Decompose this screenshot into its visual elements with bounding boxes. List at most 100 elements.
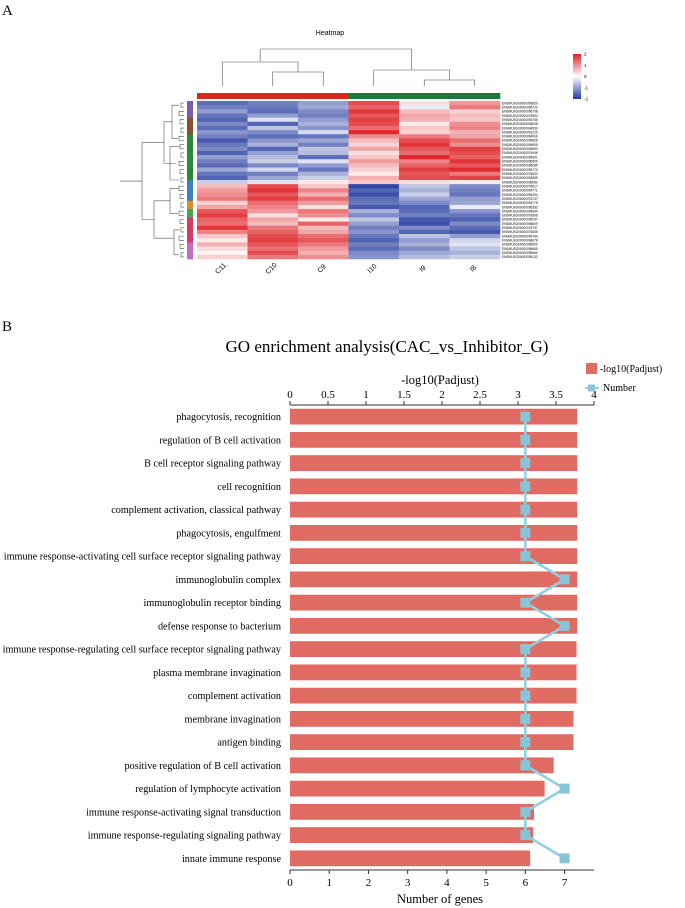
heatmap-cell bbox=[197, 250, 248, 256]
heatmap-cell bbox=[197, 171, 248, 177]
gene-label: ENSMUSG00000094006 bbox=[502, 135, 538, 139]
gene-label: ENSMUSG00000076617 bbox=[502, 184, 538, 188]
heatmap-cell bbox=[449, 175, 501, 181]
heatmap-cell bbox=[449, 105, 501, 110]
heatmap-cell bbox=[348, 200, 400, 206]
gene-label: ENSMUSG00000076666 bbox=[502, 214, 538, 218]
row-dendrogram bbox=[173, 229, 180, 256]
bar bbox=[290, 780, 545, 797]
top-axis-tick-label: 3.5 bbox=[549, 389, 563, 401]
gene-label: ENSMUSG00000096685 bbox=[502, 247, 538, 251]
category-label: immune response-regulating signaling pat… bbox=[88, 831, 282, 842]
number-marker bbox=[559, 574, 570, 585]
row-group-bar bbox=[187, 200, 193, 206]
category-label: regulation of lymphocyte activation bbox=[135, 784, 281, 795]
heatmap-cell bbox=[399, 138, 450, 143]
number-marker bbox=[520, 690, 531, 701]
column-group-bar bbox=[298, 93, 349, 99]
heatmap-cell bbox=[197, 184, 248, 189]
category-label: regulation of B cell activation bbox=[159, 435, 281, 446]
heatmap-cell bbox=[298, 150, 349, 156]
gene-label: ENSMUSG00000096609 bbox=[502, 222, 538, 226]
row-group-bar bbox=[187, 138, 193, 143]
heatmap-cell bbox=[449, 159, 501, 164]
row-group-bar bbox=[187, 242, 193, 247]
gene-label: ENSMUSG00000076655 bbox=[502, 230, 538, 234]
row-group-bar bbox=[187, 109, 193, 114]
heatmap-cell bbox=[197, 130, 248, 135]
top-axis-tick-label: 1 bbox=[363, 389, 369, 401]
heatmap-cell bbox=[348, 130, 400, 135]
gene-label: ENSMUSG00000095770 bbox=[502, 168, 538, 172]
heatmap-cell bbox=[298, 200, 349, 206]
heatmap-cell bbox=[197, 146, 248, 152]
gene-label: ENSMUSG00000096678 bbox=[502, 239, 538, 243]
heatmap-cell bbox=[247, 138, 299, 143]
gene-label: ENSMUSG00000095660 bbox=[502, 251, 538, 255]
bar bbox=[290, 641, 577, 658]
heatmap-cell bbox=[348, 146, 400, 152]
row-group-bar bbox=[187, 117, 193, 123]
heatmap-cell bbox=[197, 188, 248, 193]
legend-marker-swatch bbox=[588, 384, 595, 392]
heatmap-cell bbox=[197, 121, 248, 127]
heatmap-cell bbox=[298, 146, 349, 152]
column-label: C9 bbox=[317, 263, 328, 274]
gene-label: ENSMUSG00000069650 bbox=[502, 101, 538, 105]
heatmap-cell bbox=[298, 242, 349, 247]
heatmap-cell bbox=[197, 175, 248, 181]
heatmap-cell bbox=[247, 204, 299, 210]
row-dendrogram bbox=[153, 188, 179, 239]
heatmap-cell bbox=[348, 180, 400, 185]
number-marker bbox=[520, 458, 531, 469]
heatmap-cell bbox=[348, 155, 400, 160]
heatmap-cell bbox=[298, 238, 349, 243]
category-label: defense response to bacterium bbox=[158, 621, 281, 632]
column-group-bar bbox=[399, 93, 450, 99]
gene-label: ENSMUSG00000094530 bbox=[502, 126, 538, 130]
bar bbox=[290, 687, 577, 704]
heatmap-cell bbox=[197, 155, 248, 160]
heatmap-cell bbox=[399, 130, 450, 135]
number-marker bbox=[520, 411, 531, 422]
category-label: immune response-regulating cell surface … bbox=[3, 645, 282, 656]
heatmap-cell bbox=[298, 109, 349, 114]
column-dendrogram bbox=[373, 69, 450, 86]
number-marker bbox=[520, 737, 531, 748]
heatmap-cell bbox=[449, 242, 501, 247]
heatmap-cell bbox=[197, 192, 248, 197]
heatmap-cell bbox=[348, 196, 400, 202]
heatmap-cell bbox=[298, 155, 349, 160]
heatmap-cell bbox=[247, 175, 299, 181]
heatmap-cell bbox=[298, 113, 349, 118]
heatmap-cell bbox=[449, 229, 501, 235]
bar bbox=[290, 734, 574, 751]
heatmap: ENSMUSG00000069650ENSMUSG00000095722ENSM… bbox=[120, 48, 588, 276]
heatmap-cell bbox=[449, 121, 501, 127]
number-marker bbox=[520, 806, 531, 817]
heatmap-cell bbox=[449, 125, 501, 131]
row-group-bar bbox=[187, 234, 193, 239]
color-scale-tick: 1 bbox=[584, 63, 587, 68]
row-group-bar bbox=[187, 125, 193, 131]
top-axis-tick-label: 4 bbox=[591, 389, 597, 401]
heatmap-cell bbox=[399, 159, 450, 164]
heatmap-cell bbox=[197, 246, 248, 251]
heatmap-cell bbox=[449, 209, 501, 214]
heatmap-cell bbox=[399, 238, 450, 243]
number-marker bbox=[559, 853, 570, 864]
gene-label: ENSMUSG00000095491 bbox=[502, 155, 538, 159]
number-marker bbox=[520, 527, 531, 538]
bar bbox=[290, 827, 534, 844]
column-label: I9 bbox=[419, 264, 428, 273]
row-dendrogram bbox=[169, 146, 180, 181]
row-group-bar bbox=[187, 113, 193, 118]
heatmap-cell bbox=[298, 171, 349, 177]
go-bar-chart: 0 0.5 1 1.5 2 2.5 3 3.5 4 0 1 2 3 4 5 6 7 phagocytosis, r… bbox=[3, 389, 598, 889]
legend-bar-swatch bbox=[586, 363, 597, 374]
bar bbox=[290, 455, 578, 472]
gene-label: ENSMUSG00000095695 bbox=[502, 143, 538, 147]
heatmap-cell bbox=[449, 188, 501, 193]
column-dendrogram bbox=[259, 48, 412, 70]
heatmap-cell bbox=[399, 117, 450, 123]
